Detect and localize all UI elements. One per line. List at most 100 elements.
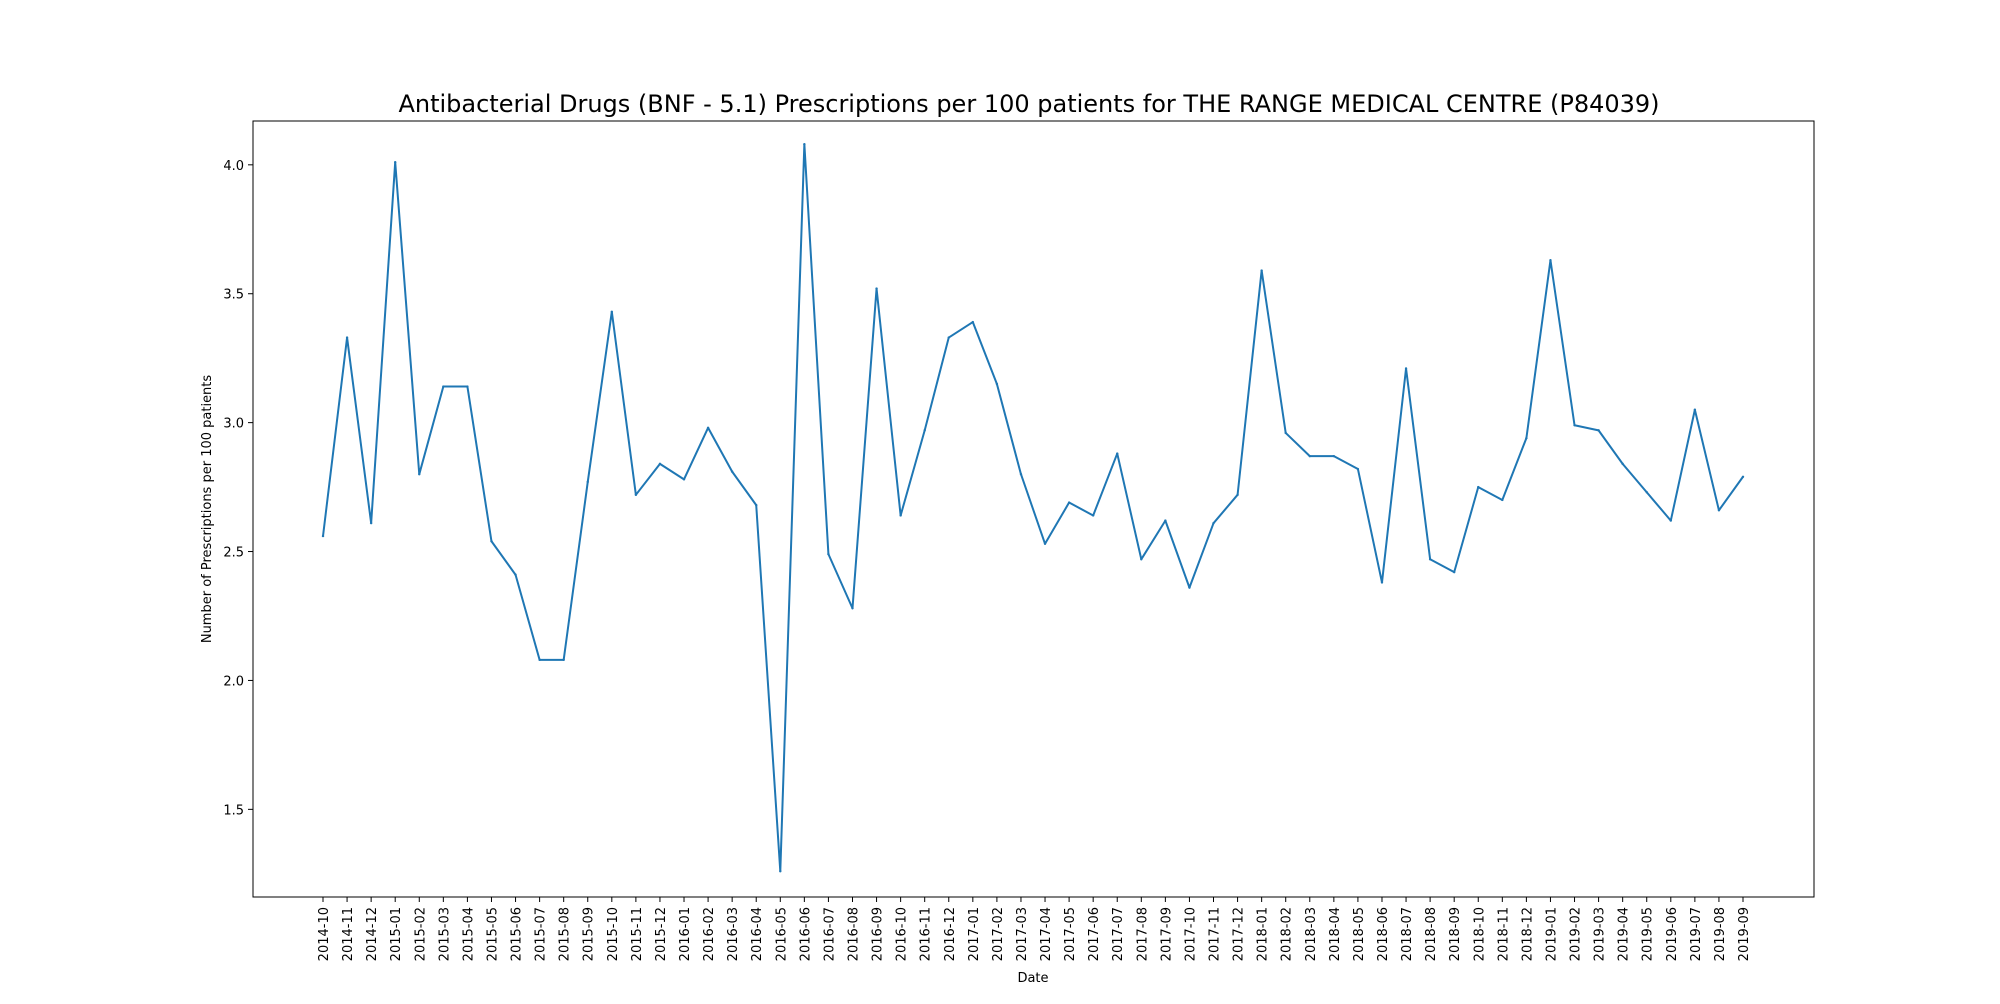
x-tick-label: 2018-07 [1400,907,1415,961]
x-tick-label: 2018-03 [1304,907,1319,961]
x-tick-label: 2017-03 [1015,907,1030,961]
x-tick-label: 2014-11 [341,907,356,961]
data-point [635,494,637,496]
data-point [1549,259,1551,261]
data-point [1092,514,1094,516]
x-tick-label: 2019-01 [1544,907,1559,961]
data-point [899,514,901,516]
x-tick-label: 2018-12 [1520,907,1535,961]
data-point [1188,586,1190,588]
x-tick-label: 2017-01 [967,907,982,961]
x-tick-label: 2019-04 [1617,907,1632,961]
data-point [1742,476,1744,478]
x-tick-label: 2016-04 [750,907,765,961]
data-point [1621,463,1623,465]
y-tick-label: 3.0 [223,417,244,432]
x-tick-label: 2018-05 [1352,907,1367,961]
data-point [1429,558,1431,560]
x-tick-label: 2017-04 [1039,907,1054,961]
data-point [1116,452,1118,454]
x-tick-label: 2015-02 [413,907,428,961]
data-point [1020,473,1022,475]
data-point [1309,455,1311,457]
x-tick-label: 2017-11 [1208,907,1223,961]
x-tick-label: 2016-01 [678,907,693,961]
x-tick-label: 2015-07 [534,907,549,961]
x-tick-label: 2016-09 [871,907,886,961]
data-point [562,659,564,661]
data-point [659,463,661,465]
data-point [923,429,925,431]
data-point [346,336,348,338]
x-tick-label: 2015-12 [654,907,669,961]
data-point [394,161,396,163]
data-point [466,385,468,387]
x-tick-label: 2018-08 [1424,907,1439,961]
y-tick-label: 2.5 [223,546,244,561]
data-point [1453,571,1455,573]
x-tick-label: 2016-07 [822,907,837,961]
x-tick-label: 2018-06 [1376,907,1391,961]
data-point [1501,499,1503,501]
x-tick-label: 2016-05 [774,907,789,961]
data-point [370,522,372,524]
x-tick-label: 2018-01 [1256,907,1271,961]
x-tick-label: 2015-09 [582,907,597,961]
data-point [1357,468,1359,470]
x-tick-label: 2017-07 [1111,907,1126,961]
x-tick-label: 2017-06 [1087,907,1102,961]
x-tick-label: 2019-08 [1713,907,1728,961]
x-tick-label: 2019-05 [1641,907,1656,961]
x-tick-label: 2014-12 [365,907,380,961]
data-point [1068,501,1070,503]
x-tick-label: 2019-06 [1665,907,1680,961]
data-point [1525,437,1527,439]
data-point [1573,424,1575,426]
data-point [587,481,589,483]
x-tick-label: 2015-04 [461,907,476,961]
data-point [1333,455,1335,457]
data-point [1212,522,1214,524]
data-point [514,574,516,576]
chart-title: Antibacterial Drugs (BNF - 5.1) Prescrip… [398,90,1659,118]
x-tick-label: 2019-09 [1737,907,1752,961]
data-point [996,383,998,385]
y-axis-label: Number of Prescriptions per 100 patients [200,375,215,644]
x-tick-label: 2015-10 [606,907,621,961]
x-tick-label: 2017-09 [1159,907,1174,961]
data-point [972,321,974,323]
data-point [490,540,492,542]
data-point [683,478,685,480]
data-point [418,473,420,475]
x-tick-label: 2017-02 [991,907,1006,961]
x-tick-label: 2015-06 [510,907,525,961]
data-point [1164,519,1166,521]
data-point [1597,429,1599,431]
y-tick-label: 3.5 [223,288,244,303]
x-tick-label: 2015-08 [558,907,573,961]
x-tick-label: 2018-11 [1496,907,1511,961]
data-point [875,287,877,289]
data-point [827,553,829,555]
data-point [755,504,757,506]
x-tick-label: 2015-11 [630,907,645,961]
data-point [1044,543,1046,545]
data-point [1285,432,1287,434]
data-point [1381,581,1383,583]
data-point [442,385,444,387]
y-tick-label: 4.0 [223,159,244,174]
y-tick-label: 1.5 [223,803,244,818]
data-point [538,659,540,661]
x-tick-label: 2017-05 [1063,907,1078,961]
x-tick-label: 2015-01 [389,907,404,961]
x-tick-label: 2016-02 [702,907,717,961]
data-point [1140,558,1142,560]
data-point [1694,409,1696,411]
y-tick-label: 2.0 [223,674,244,689]
data-point [1718,509,1720,511]
x-tick-label: 2016-06 [798,907,813,961]
x-tick-label: 2016-12 [943,907,958,961]
data-point [322,535,324,537]
x-tick-label: 2015-05 [485,907,500,961]
data-point [731,470,733,472]
